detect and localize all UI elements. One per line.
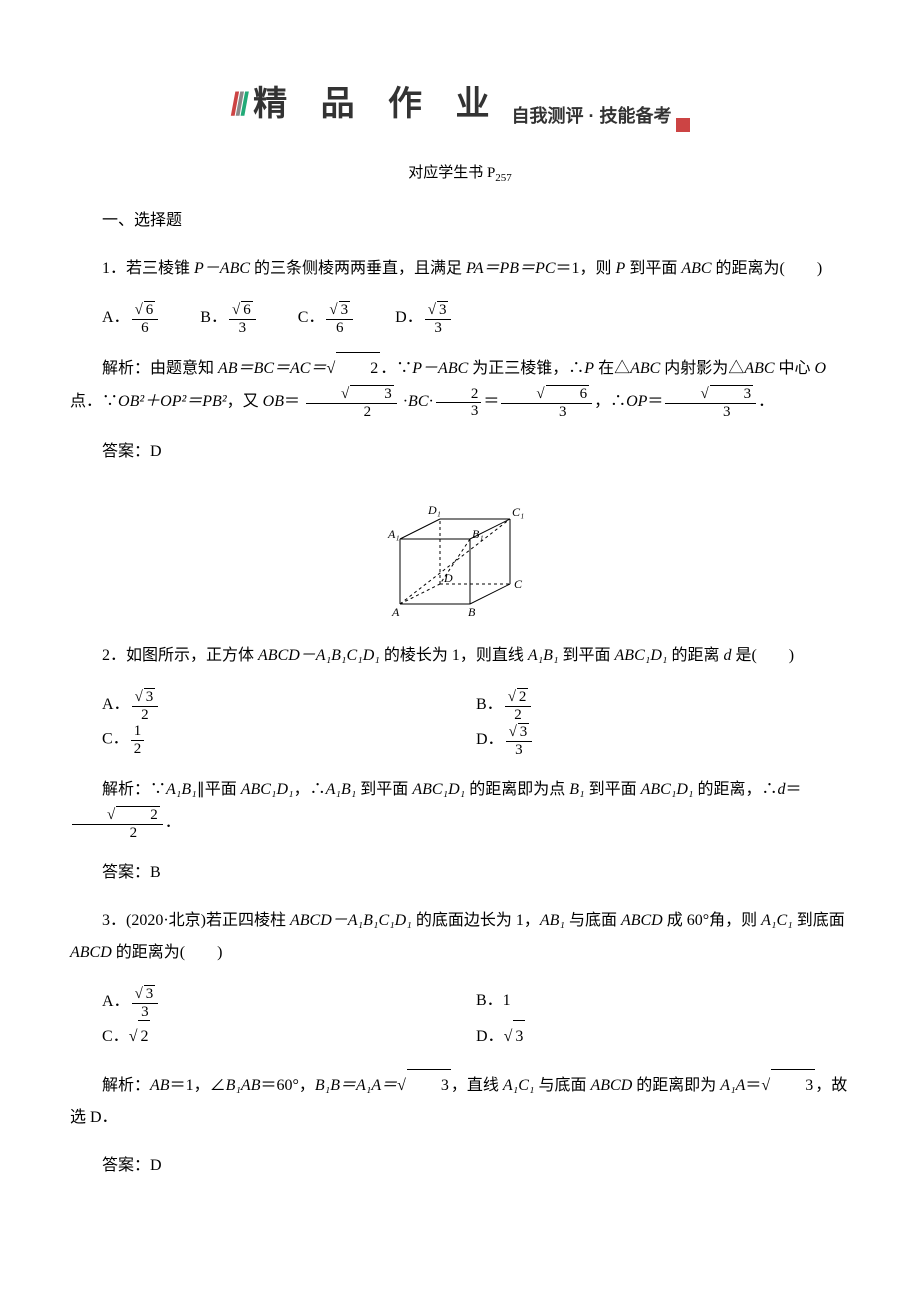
section-title: 一、选择题: [70, 205, 850, 237]
label-C1: C₁: [512, 505, 524, 519]
q2-opt-c: C．12: [102, 723, 476, 758]
q3-options-row2: C．√2 D．√3: [70, 1020, 850, 1053]
q3-stem: 3．(2020·北京)若正四棱柱 ABCD－A₁B₁C₁D₁ 的底面边长为 1，…: [70, 905, 850, 969]
q2-options-row2: C．12 D．√33: [70, 723, 850, 758]
q2-analysis: 解析：∵A₁B₁∥平面 ABC₁D₁，∴A₁B₁ 到平面 ABC₁D₁ 的距离即…: [70, 774, 850, 841]
label-C: C: [514, 577, 523, 591]
q3-answer: 答案：D: [70, 1150, 850, 1182]
q1-opt-c: C．√36: [298, 301, 355, 336]
q1-answer: 答案：D: [70, 436, 850, 468]
label-A: A: [391, 605, 400, 619]
q1-stem: 1．若三棱锥 P－ABC 的三条侧棱两两垂直，且满足 PA＝PB＝PC＝1，则 …: [70, 253, 850, 285]
banner-title: 精 品 作 业: [253, 70, 501, 138]
label-D: D: [443, 571, 453, 585]
q1-opt-d: D．√33: [395, 301, 453, 336]
banner-slashes: ///: [230, 72, 245, 136]
q1-opt-b: B．√63: [200, 301, 257, 336]
page-reference: 对应学生书 P257: [70, 158, 850, 189]
q2-stem: 2．如图所示，正方体 ABCD－A₁B₁C₁D₁ 的棱长为 1，则直线 A₁B₁…: [70, 640, 850, 672]
q2-options-row1: A．√32 B．√22: [70, 688, 850, 723]
q3-opt-b: B．1: [476, 985, 850, 1020]
q3-options-row1: A．√33 B．1: [70, 985, 850, 1020]
page-ref-prefix: 对应学生书 P: [408, 165, 495, 181]
label-B: B: [468, 605, 476, 619]
label-B1: B₁: [472, 527, 484, 541]
q3-analysis: 解析：AB＝1，∠B₁AB＝60°，B₁B＝A₁A＝√3，直线 A₁C₁ 与底面…: [70, 1069, 850, 1134]
q3-opt-c: C．√2: [102, 1020, 476, 1053]
label-D1: D₁: [427, 503, 441, 517]
banner: /// 精 品 作 业 自我测评 · 技能备考: [70, 70, 850, 138]
q2-opt-b: B．√22: [476, 688, 850, 723]
q2-opt-d: D．√33: [476, 723, 850, 758]
q2-opt-a: A．√32: [102, 688, 476, 723]
q1-options: A．√66 B．√63 C．√36 D．√33: [70, 301, 850, 336]
q1-analysis: 解析：由题意知 AB＝BC＝AC＝√2．∵P－ABC 为正三棱锥，∴P 在△AB…: [70, 352, 850, 420]
label-A1: A₁: [387, 527, 400, 541]
page-ref-num: 257: [495, 172, 512, 184]
q2-answer: 答案：B: [70, 857, 850, 889]
cube-diagram: A B C D A₁ B₁ C₁ D₁: [380, 484, 540, 624]
banner-block: [676, 118, 690, 132]
q1-opt-a: A．√66: [102, 301, 160, 336]
q3-opt-d: D．√3: [476, 1020, 850, 1053]
banner-subtitle: 自我测评 · 技能备考: [512, 98, 672, 138]
q3-opt-a: A．√33: [102, 985, 476, 1020]
